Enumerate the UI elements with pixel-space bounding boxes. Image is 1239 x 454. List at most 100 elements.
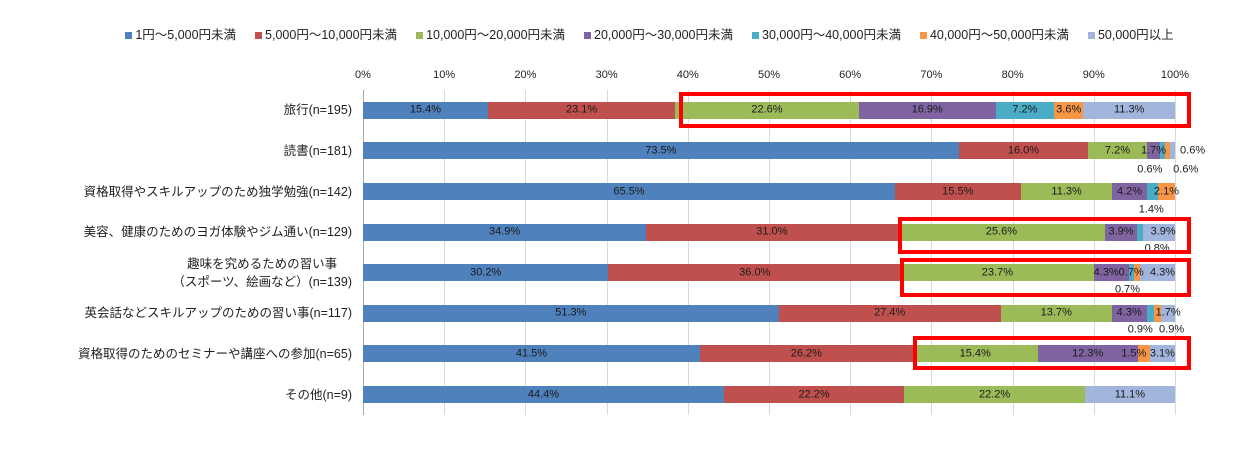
bar-segment (995, 101, 1055, 119)
data-label: 16.9% (911, 103, 943, 116)
data-label: 3.1% (1149, 347, 1175, 360)
data-label: 23.1% (566, 103, 598, 116)
bar-segment (1160, 142, 1166, 160)
legend-label: 40,000円～50,000円未満 (929, 28, 1069, 42)
bar-segment (723, 386, 905, 403)
category-label: 資格取得やスキルアップのため独学勉強(n=142) (83, 184, 352, 199)
bar-segment (487, 101, 676, 119)
category-label: 美容、健康のためのヨガ体験やジム通い(n=129) (83, 225, 352, 240)
data-label: 11.1% (1114, 388, 1146, 400)
data-label: 13.7% (1040, 306, 1072, 319)
bar-segment (1111, 304, 1147, 322)
data-label: 22.2% (978, 388, 1011, 400)
legend-item: 20,000円～30,000円未満 (584, 27, 733, 43)
data-label: 30.2% (470, 266, 502, 279)
data-label: 73.5% (645, 144, 677, 157)
data-label: 0.6% (1173, 163, 1199, 176)
bar-segment (363, 142, 959, 160)
legend-item: 40,000円～50,000円未満 (919, 27, 1069, 43)
data-label: 15.4% (409, 103, 442, 116)
legend-swatch (919, 31, 927, 39)
data-label: 4.2% (1116, 185, 1143, 197)
legend-label: 5,000円～10,000円未満 (265, 28, 398, 42)
bar-segment (1146, 183, 1158, 200)
bar-segment (1000, 304, 1112, 322)
bar-segment (1165, 142, 1171, 160)
legend-swatch (1087, 31, 1095, 39)
data-label: 0.7% (1118, 266, 1144, 279)
bar-segment (363, 223, 647, 241)
data-label: 27.4% (874, 306, 906, 319)
bar-segment (1146, 142, 1161, 160)
highlight-box (679, 92, 1191, 129)
data-label: 11.3% (1113, 103, 1145, 116)
bar-segment (1170, 142, 1175, 160)
data-label: 22.2% (798, 388, 830, 400)
bar-segment (363, 183, 895, 200)
gridline (850, 90, 851, 415)
gridline (607, 90, 608, 415)
data-label: 0.9% (1159, 323, 1185, 336)
data-label: 1.5% (1121, 347, 1147, 360)
category-axis-line (363, 90, 364, 415)
bar-segment (778, 304, 1001, 322)
bar-segment (699, 345, 913, 363)
bar-segment (1054, 101, 1084, 119)
legend-item: 1円～5,000円未満 (125, 27, 236, 43)
tick-label: 90% (1082, 69, 1105, 81)
tick-label: 80% (1001, 69, 1024, 81)
tick-label: 50% (757, 69, 781, 81)
data-label: 26.2% (790, 347, 822, 360)
data-label: 12.3% (1072, 347, 1104, 360)
bar-segment (1137, 345, 1150, 363)
legend-item: 5,000円～10,000円未満 (255, 27, 397, 43)
data-label: 15.5% (942, 185, 974, 197)
legend-label: 1円～5,000円未満 (135, 28, 237, 42)
bar-segment (1093, 264, 1129, 282)
legend-swatch (255, 31, 263, 39)
data-label: 44.4% (527, 388, 560, 400)
data-label: 0.9% (1127, 323, 1153, 336)
bar-segment (646, 223, 898, 241)
bar-segment (675, 101, 859, 119)
bar-segment (1149, 345, 1175, 363)
data-label: 22.6% (751, 103, 783, 116)
bar-segment (1134, 264, 1141, 282)
legend: 1円～5,000円未満 5,000円～10,000円未満 10,000円～20,00… (60, 27, 1239, 43)
bar-segment (1112, 183, 1147, 200)
gridline (688, 90, 689, 415)
bar-segment (1088, 142, 1147, 160)
highlight-box (912, 335, 1191, 370)
highlight-box (900, 257, 1191, 297)
data-label: 0.6% (1137, 163, 1163, 176)
data-label: 51.3% (555, 306, 587, 319)
data-label: 65.5% (613, 185, 645, 197)
data-label: 3.9% (1108, 225, 1134, 238)
bar-segment (1020, 183, 1113, 200)
bar-segment (1146, 304, 1154, 322)
data-label: 31.0% (756, 225, 788, 238)
data-label: 7.2% (1012, 103, 1038, 116)
data-label: 16.0% (1007, 144, 1040, 157)
tick-label: 10% (433, 69, 456, 81)
bar-segment (608, 264, 902, 282)
data-label: 3.9% (1150, 225, 1176, 238)
legend-swatch (125, 31, 133, 39)
bar-segment (904, 386, 1085, 403)
data-label: 36.0% (739, 266, 771, 279)
legend-swatch (416, 31, 424, 39)
category-label: 旅行(n=195) (283, 103, 352, 118)
gridline (444, 90, 445, 415)
data-label: 7.2% (1104, 144, 1130, 157)
bar-segment (897, 223, 1106, 241)
legend-item: 50,000円以上 (1087, 27, 1174, 43)
data-label: 15.4% (959, 347, 991, 360)
legend-label: 50,000円以上 (1097, 28, 1174, 42)
data-label: 25.6% (985, 225, 1017, 238)
bar-segment (363, 101, 488, 119)
bar-segment (363, 345, 700, 363)
bar-segment (363, 386, 724, 403)
tick-label: 30% (595, 69, 618, 81)
bar-segment (912, 345, 1038, 363)
bar-segment (1140, 264, 1175, 282)
